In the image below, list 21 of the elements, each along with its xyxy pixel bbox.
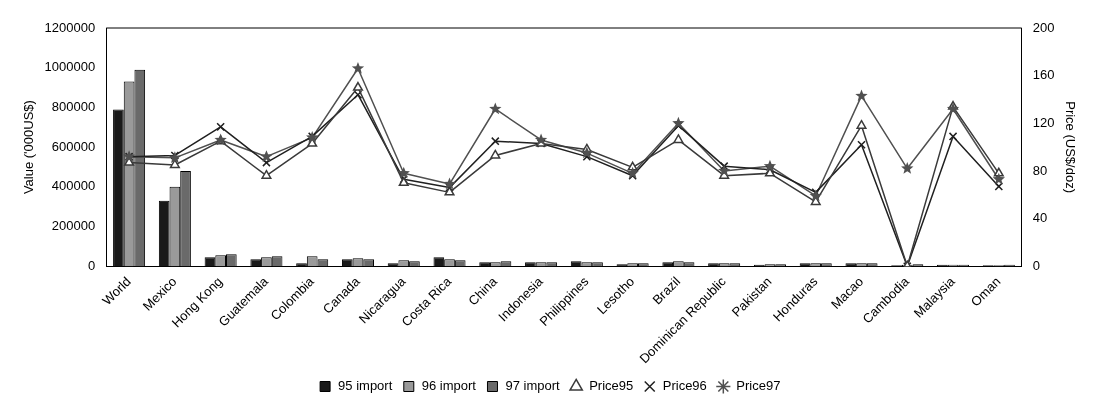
y-tick-label: 400000	[51, 178, 96, 194]
y2-tick-label: 120	[1032, 114, 1055, 130]
y-tick-label: 200000	[51, 218, 96, 234]
legend-label: 97 import	[505, 378, 561, 394]
legend-label: 95 import	[338, 378, 393, 394]
legend-label: Price97	[736, 378, 781, 394]
y2-tick-label: 160	[1032, 67, 1055, 83]
legend-label: 96 import	[421, 378, 477, 394]
y-tick-label: 1000000	[44, 59, 96, 75]
y2-tick-label: 80	[1032, 162, 1048, 178]
y-tick-label: 0	[87, 257, 96, 273]
y2-tick-label: 0	[1032, 257, 1040, 273]
legend-label: Price96	[662, 378, 707, 394]
y-tick-label: 800000	[51, 98, 96, 114]
y2-tick-label: 40	[1032, 210, 1048, 226]
y2-tick-label: 200	[1032, 19, 1055, 35]
legend-label: Price95	[589, 378, 634, 394]
y-tick-label: 600000	[51, 138, 96, 154]
y-tick-label: 1200000	[44, 19, 96, 35]
y2-axis-title: Price (US$/doz)	[1062, 101, 1078, 193]
y-axis-title: Value ('000US$)	[21, 100, 37, 195]
